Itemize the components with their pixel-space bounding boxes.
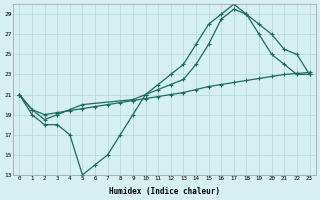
X-axis label: Humidex (Indice chaleur): Humidex (Indice chaleur) [109, 187, 220, 196]
